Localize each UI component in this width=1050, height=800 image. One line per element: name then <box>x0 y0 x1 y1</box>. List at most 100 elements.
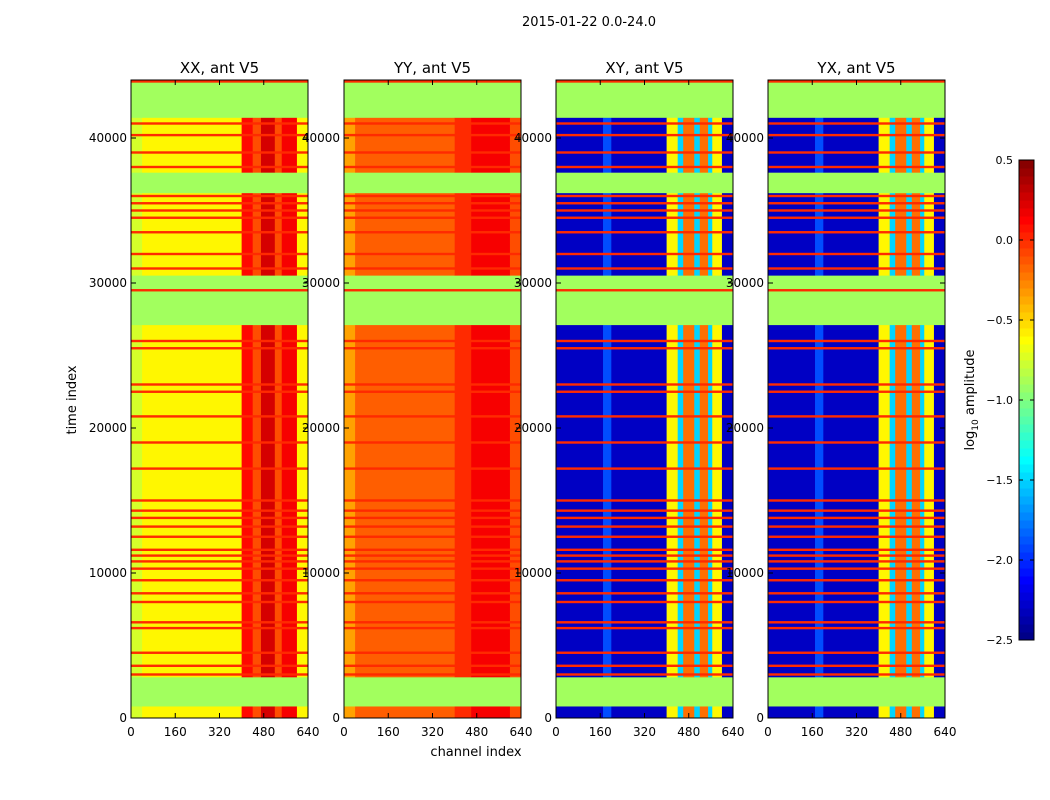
heatmap-cell <box>911 193 921 276</box>
panel-yy: YY, ant V5 0 160 320 480 640 0 10000 20000 30000 4… <box>302 59 533 739</box>
colorbar-swatch <box>1019 408 1034 417</box>
time-line-mark <box>131 289 308 292</box>
time-line-mark <box>344 592 521 595</box>
heatmap-cell <box>895 117 907 173</box>
time-line-mark <box>131 651 308 654</box>
heatmap-cell <box>708 706 713 718</box>
heatmap-cell <box>889 706 896 718</box>
time-line-mark <box>556 509 733 512</box>
flagged-region <box>556 172 733 194</box>
heatmap-cell <box>666 117 678 173</box>
flagged-region <box>131 82 308 118</box>
heatmap-cell <box>677 706 684 718</box>
colorbar-tick-label: −1.5 <box>986 474 1013 487</box>
heatmap-cell <box>933 706 945 718</box>
flagged-region <box>131 291 308 326</box>
y-tick-label: 10000 <box>302 566 340 580</box>
time-line-mark <box>344 673 521 676</box>
heatmap-cell <box>611 117 667 173</box>
y-tick-label: 20000 <box>514 421 552 435</box>
x-tick-label: 320 <box>421 725 444 739</box>
colorbar-swatch <box>1019 248 1034 257</box>
heatmap-cell <box>281 193 298 276</box>
x-tick-label: 0 <box>764 725 772 739</box>
time-line-mark <box>344 133 521 137</box>
y-tick-label: 40000 <box>302 131 340 145</box>
time-line-mark <box>344 122 521 125</box>
heatmap-cell <box>131 193 143 276</box>
colorbar-swatch <box>1019 264 1034 273</box>
time-line-mark <box>768 231 945 234</box>
y-tick-label: 20000 <box>726 421 764 435</box>
time-line-mark <box>344 664 521 667</box>
heatmap-cell <box>677 117 684 173</box>
heatmap-cell <box>920 193 925 276</box>
time-line-mark <box>344 467 521 470</box>
colorbar-swatch <box>1019 544 1034 553</box>
time-line-mark <box>768 673 945 676</box>
colorbar-swatch <box>1019 440 1034 449</box>
colorbar-swatch <box>1019 184 1034 193</box>
x-tick-label: 160 <box>377 725 400 739</box>
heatmap-cell <box>241 193 253 276</box>
time-line-mark <box>344 339 521 343</box>
time-line-mark <box>768 390 945 393</box>
x-tick-label: 320 <box>633 725 656 739</box>
colorbar-swatch <box>1019 512 1034 521</box>
time-line-mark <box>556 390 733 393</box>
heatmap-cell <box>296 193 308 276</box>
flagged-region <box>131 677 308 707</box>
panel-title: XY, ant V5 <box>605 59 683 77</box>
time-line-mark <box>131 548 308 551</box>
time-line-mark <box>131 621 308 624</box>
heatmap-cell <box>603 193 612 276</box>
time-line-mark <box>344 499 521 502</box>
time-line-mark <box>768 516 945 520</box>
colorbar-swatch <box>1019 480 1034 489</box>
colorbar-swatch <box>1019 504 1034 513</box>
colorbar-swatch <box>1019 488 1034 497</box>
heatmap-cell <box>471 117 511 173</box>
time-line-mark <box>556 289 733 292</box>
x-tick-label: 0 <box>552 725 560 739</box>
time-line-mark <box>556 651 733 654</box>
time-line-mark <box>131 535 308 538</box>
heatmap-cell <box>677 193 684 276</box>
heatmap-cell <box>699 706 709 718</box>
heatmap-cell <box>252 706 262 718</box>
y-tick-label: 30000 <box>89 276 127 290</box>
time-line-mark <box>344 554 521 557</box>
heatmap-cell <box>708 117 713 173</box>
time-line-mark <box>344 267 521 270</box>
x-tick-label: 0 <box>127 725 135 739</box>
colorbar-swatch <box>1019 456 1034 465</box>
heatmap-cell <box>920 706 925 718</box>
y-tick-label: 10000 <box>89 566 127 580</box>
heatmap-cell <box>815 193 824 276</box>
time-line-mark <box>344 525 521 528</box>
heatmap-cell <box>281 117 298 173</box>
colorbar-tick-label: −2.0 <box>986 554 1013 567</box>
time-line-mark <box>131 600 308 604</box>
heatmap-cell <box>878 706 890 718</box>
y-tick-label: 40000 <box>726 131 764 145</box>
x-tick-label: 160 <box>589 725 612 739</box>
colorbar-swatch <box>1019 592 1034 601</box>
heatmap-cell <box>683 706 695 718</box>
time-line-mark <box>344 390 521 393</box>
time-line-mark <box>131 560 308 563</box>
colorbar-swatch <box>1019 224 1034 233</box>
heatmap-cell <box>666 193 678 276</box>
heatmap-cell <box>556 706 604 718</box>
heatmap-cell <box>823 193 879 276</box>
time-line-mark <box>344 209 521 212</box>
time-line-mark <box>556 467 733 470</box>
flagged-region <box>344 677 521 707</box>
time-line-mark <box>344 626 521 630</box>
colorbar-swatch <box>1019 496 1034 505</box>
heatmap-cell <box>889 117 896 173</box>
time-line-mark <box>768 535 945 538</box>
colorbar-swatch <box>1019 304 1034 313</box>
time-line-mark <box>768 347 945 350</box>
panel-title: YX, ant V5 <box>816 59 895 77</box>
